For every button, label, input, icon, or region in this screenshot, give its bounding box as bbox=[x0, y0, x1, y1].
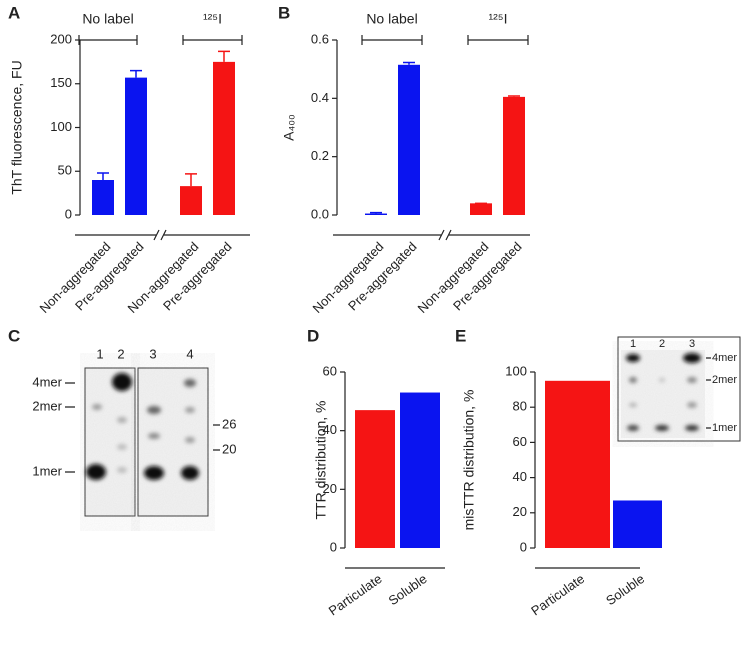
error-bar bbox=[403, 61, 415, 65]
group-label: ¹²⁵I bbox=[488, 11, 507, 27]
panel-letter: A bbox=[8, 3, 20, 22]
gel-bands bbox=[86, 373, 199, 480]
x-tick-label: Soluble bbox=[603, 571, 647, 608]
y-tick-label: 0 bbox=[330, 539, 337, 554]
y-tick-label: 150 bbox=[50, 75, 72, 90]
gel-noise bbox=[138, 368, 208, 516]
lane-label: 1 bbox=[96, 346, 103, 361]
y-tick-label: 80 bbox=[513, 399, 527, 414]
y-tick-label: 0 bbox=[65, 206, 72, 221]
lane-label: 1 bbox=[630, 338, 636, 350]
marker-label: 20 bbox=[222, 441, 236, 456]
marker-label: 2mer bbox=[32, 398, 62, 413]
error-bar bbox=[185, 173, 197, 187]
gel-noise bbox=[85, 368, 135, 516]
gel-c: C 1 2 3 4 4mer 2mer 1mer 26 20 bbox=[8, 326, 236, 517]
gel-e: 1 2 3 4mer 2mer 1mer bbox=[617, 336, 741, 442]
error-bar bbox=[130, 69, 142, 78]
y-tick-label: 100 bbox=[50, 119, 72, 134]
group-bracket bbox=[361, 35, 423, 45]
marker-label: 1mer bbox=[712, 422, 737, 434]
gel-bands bbox=[626, 353, 701, 431]
y-tick-label: 40 bbox=[513, 469, 527, 484]
lane-label: 3 bbox=[149, 346, 156, 361]
panel-letter: B bbox=[278, 3, 290, 22]
y-tick-label: 60 bbox=[323, 363, 337, 378]
marker-dash bbox=[213, 424, 220, 451]
lane-label: 3 bbox=[689, 338, 695, 350]
bar bbox=[613, 500, 662, 548]
panel-letter: E bbox=[455, 326, 466, 345]
y-tick-label: 0.6 bbox=[311, 31, 329, 46]
bar bbox=[355, 410, 395, 548]
y-tick-label: 50 bbox=[58, 163, 72, 178]
bar bbox=[365, 213, 387, 215]
marker-label: 4mer bbox=[32, 374, 62, 389]
marker-dash bbox=[706, 357, 711, 429]
group-bracket bbox=[467, 35, 529, 45]
panel-letter: D bbox=[307, 326, 319, 345]
x-tick-label: Particulate bbox=[528, 571, 587, 619]
y-tick-label: 0.2 bbox=[311, 148, 329, 163]
bar bbox=[92, 180, 114, 215]
group-bracket bbox=[78, 35, 138, 45]
bar bbox=[400, 392, 440, 548]
bar bbox=[398, 64, 420, 216]
y-axis-label: TTR distribution, % bbox=[313, 400, 329, 519]
axis-break bbox=[438, 229, 452, 241]
bar bbox=[545, 380, 610, 548]
group-label: No label bbox=[366, 11, 417, 27]
bar bbox=[180, 186, 202, 215]
group-label: ¹²⁵I bbox=[203, 11, 222, 27]
x-tick-label: Particulate bbox=[326, 571, 385, 619]
x-tick-label: Soluble bbox=[386, 571, 430, 608]
bar bbox=[125, 77, 147, 215]
y-tick-label: 0.4 bbox=[311, 90, 329, 105]
marker-dash bbox=[65, 382, 75, 473]
panel-letter: C bbox=[8, 326, 20, 345]
y-tick-label: 200 bbox=[50, 31, 72, 46]
lane-label: 2 bbox=[117, 346, 124, 361]
y-axis-label: misTTR distribution, % bbox=[461, 390, 477, 531]
y-tick-label: 0.0 bbox=[311, 206, 329, 221]
error-bar bbox=[508, 95, 520, 97]
marker-label: 1mer bbox=[32, 463, 62, 478]
lane-label: 4 bbox=[186, 346, 193, 361]
axis-break bbox=[153, 229, 167, 241]
lane-label: 2 bbox=[659, 338, 665, 350]
group-bracket bbox=[182, 35, 243, 45]
y-tick-label: 60 bbox=[513, 434, 527, 449]
marker-label: 26 bbox=[222, 416, 236, 431]
group-label: No label bbox=[82, 11, 133, 27]
bar bbox=[503, 96, 525, 215]
y-tick-label: 20 bbox=[323, 481, 337, 496]
error-bar bbox=[370, 211, 382, 214]
gel-noise bbox=[621, 350, 705, 438]
error-bar bbox=[97, 172, 109, 180]
y-axis-label: A₄₀₀ bbox=[281, 114, 297, 141]
y-tick-label: 100 bbox=[505, 363, 527, 378]
y-axis-label: ThT fluorescence, FU bbox=[9, 60, 25, 194]
bar bbox=[470, 203, 492, 215]
bar bbox=[213, 61, 235, 215]
marker-label: 2mer bbox=[712, 374, 737, 386]
y-tick-label: 40 bbox=[323, 422, 337, 437]
y-tick-label: 0 bbox=[520, 539, 527, 554]
marker-label: 4mer bbox=[712, 352, 737, 364]
error-bar bbox=[218, 50, 230, 62]
y-tick-label: 20 bbox=[513, 504, 527, 519]
